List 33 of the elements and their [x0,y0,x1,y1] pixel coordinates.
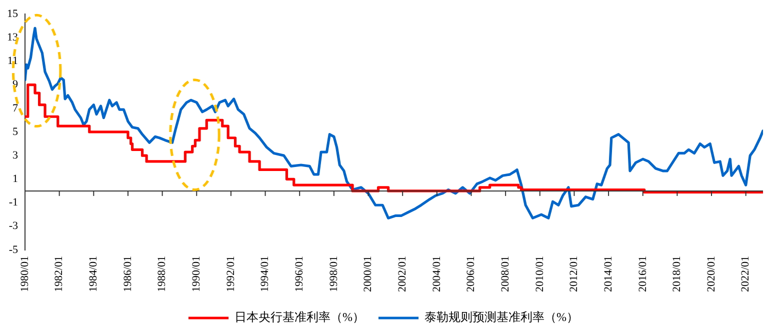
y-tick-label: 11 [7,55,18,68]
y-tick-label: 1 [12,173,18,186]
x-tick-label: 1990/01 [190,256,203,292]
x-tick-label: 1986/01 [122,256,134,292]
x-tick-label: 2022/01 [740,256,752,292]
x-tick-label: 2008/01 [499,256,512,292]
x-tick-label: 1998/01 [328,256,340,292]
y-tick-label: 7 [12,102,18,114]
x-tick-label: 1988/01 [156,256,168,292]
x-tick-label: 1992/01 [224,256,237,292]
x-tick-label: 2020/01 [705,256,718,292]
legend-label: 日本央行基准利率（%） [234,310,365,324]
y-tick-label: 15 [7,8,18,20]
x-tick-label: 2006/01 [465,256,478,292]
x-tick-label: 1994/01 [259,256,272,292]
x-tick-label: 2010/01 [534,256,546,292]
x-tick-label: 1980/01 [18,256,31,292]
legend-label: 泰勒规则预测基准利率（%） [424,310,578,324]
x-tick-label: 2012/01 [568,256,580,292]
x-tick-label: 2016/01 [636,256,649,292]
y-tick-label: 5 [12,126,18,138]
x-tick-label: 2000/01 [362,256,374,292]
x-tick-label: 1982/01 [53,256,66,292]
y-tick-label: -3 [8,220,18,232]
x-tick-label: 2018/01 [671,256,684,292]
x-tick-label: 2002/01 [396,256,408,292]
x-tick-label: 2014/01 [602,256,614,292]
y-tick-label: -5 [8,244,18,256]
y-tick-label: -1 [8,196,18,209]
y-tick-label: 3 [12,149,18,162]
x-tick-label: 1996/01 [293,256,306,292]
x-tick-label: 1984/01 [88,256,100,292]
x-tick-label: 2004/01 [430,256,443,292]
